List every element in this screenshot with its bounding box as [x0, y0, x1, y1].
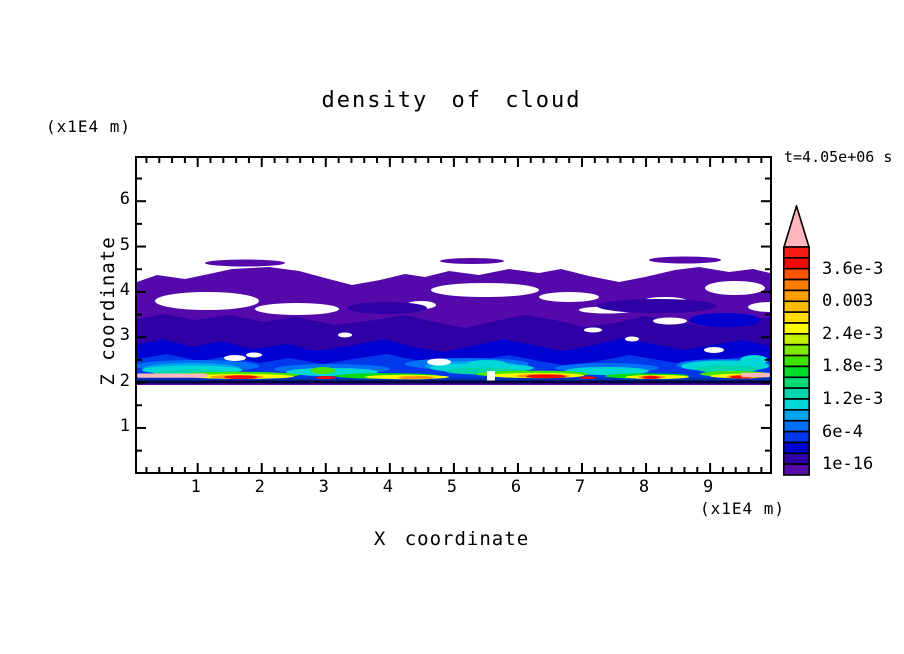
z-tick-label: 6: [119, 189, 130, 210]
x-tick-label: 2: [254, 477, 265, 497]
x-tick-label: 9: [702, 477, 714, 497]
plot-area: [135, 156, 772, 474]
x-axis-unit: (x1E4 m): [699, 499, 785, 518]
time-annotation: t=4.05e+06 s: [784, 148, 893, 166]
x-tick-label: 4: [382, 477, 393, 497]
z-axis-unit: (x1E4 m): [46, 117, 132, 136]
z-tick-label: 1: [119, 415, 130, 436]
x-tick-label: 1: [190, 477, 201, 497]
colorbar-level-label: 0.003: [822, 291, 874, 312]
z-tick-label: 4: [119, 279, 130, 300]
chart-title: density of cloud: [321, 88, 582, 113]
colorbar-level-label: 1.8e-3: [822, 356, 884, 377]
z-tick-label: 2: [119, 370, 130, 391]
colorbar-level-label: 1.2e-3: [822, 389, 884, 409]
x-tick-label: 6: [510, 477, 522, 497]
x-tick-label: 3: [318, 477, 329, 497]
z-tick-label: 3: [119, 325, 130, 346]
colorbar: [783, 205, 810, 476]
colorbar-over-range-arrow: [783, 205, 810, 248]
colorbar-level-label: 2.4e-3: [822, 323, 884, 344]
z-tick-label: 5: [119, 234, 130, 255]
axis-ticks: [137, 158, 770, 472]
colorbar-level-label: 6e-4: [822, 421, 863, 442]
cloud-density-heatmap: [137, 158, 770, 472]
colorbar-level-label: 1e-16: [822, 454, 874, 475]
colorbar-level-label: 3.6e-3: [822, 258, 884, 279]
x-axis-title: X coordinate: [373, 528, 530, 550]
x-tick-label: 7: [574, 477, 586, 497]
x-tick-label: 5: [446, 477, 458, 497]
colorbar-cells: [783, 246, 810, 476]
x-tick-label: 8: [638, 477, 650, 497]
cloud-field: [137, 256, 770, 385]
